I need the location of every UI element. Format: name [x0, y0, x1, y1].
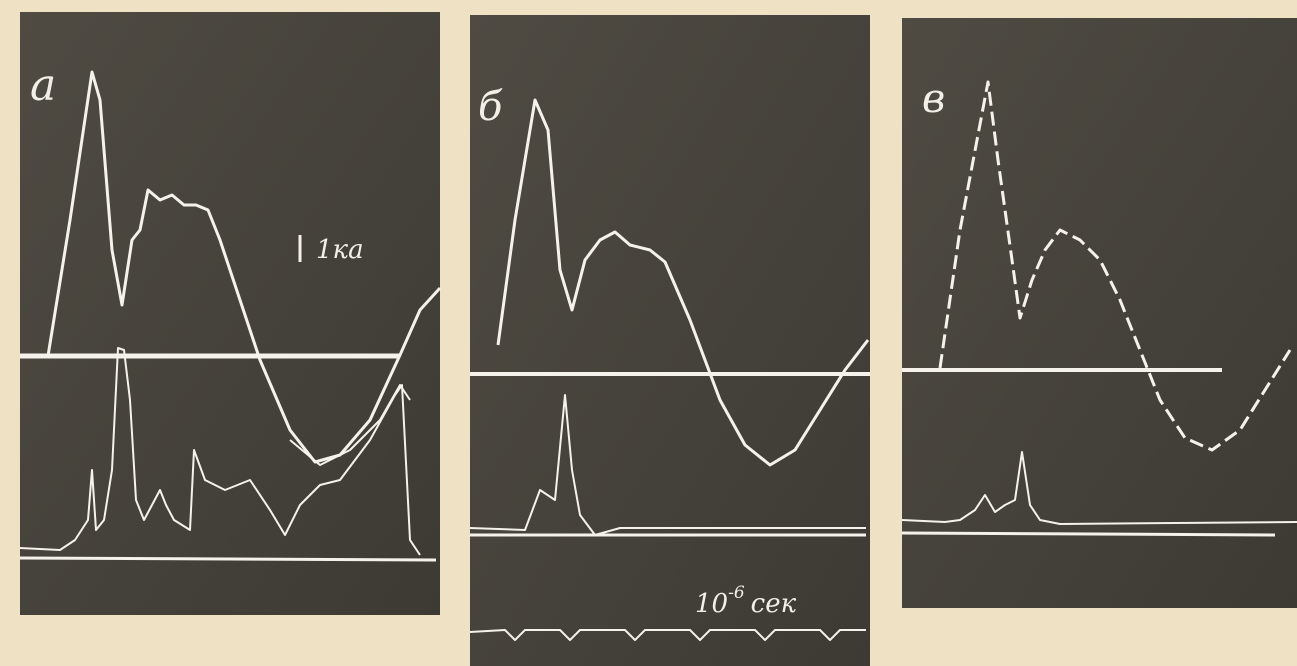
panel-label: а: [30, 60, 56, 111]
panel-a: а 1ка: [19, 12, 442, 615]
zero-line: [19, 556, 437, 562]
current-trace: [496, 98, 870, 467]
voltage-trace: [469, 394, 866, 536]
current-trace: [46, 70, 442, 464]
time-scale-base: 10: [695, 589, 728, 619]
panel-b: б 10-6 сек: [469, 15, 870, 666]
time-marker-trace: [469, 629, 866, 641]
time-scale-unit: сек: [751, 589, 797, 619]
panel-label: б: [478, 84, 503, 130]
time-scale: 10-6 сек: [695, 583, 797, 619]
panel-label: в: [922, 76, 945, 122]
screen: [20, 12, 440, 615]
voltage-trace: [901, 451, 1297, 525]
screen: [470, 15, 870, 666]
panel-c: в: [901, 18, 1297, 608]
zero-line: [901, 531, 1276, 537]
current-trace: [938, 80, 1292, 452]
screen: [902, 18, 1297, 608]
current-scale: 1ка: [316, 235, 364, 265]
time-scale-exponent: -6: [728, 583, 745, 603]
voltage-trace: [19, 347, 421, 556]
